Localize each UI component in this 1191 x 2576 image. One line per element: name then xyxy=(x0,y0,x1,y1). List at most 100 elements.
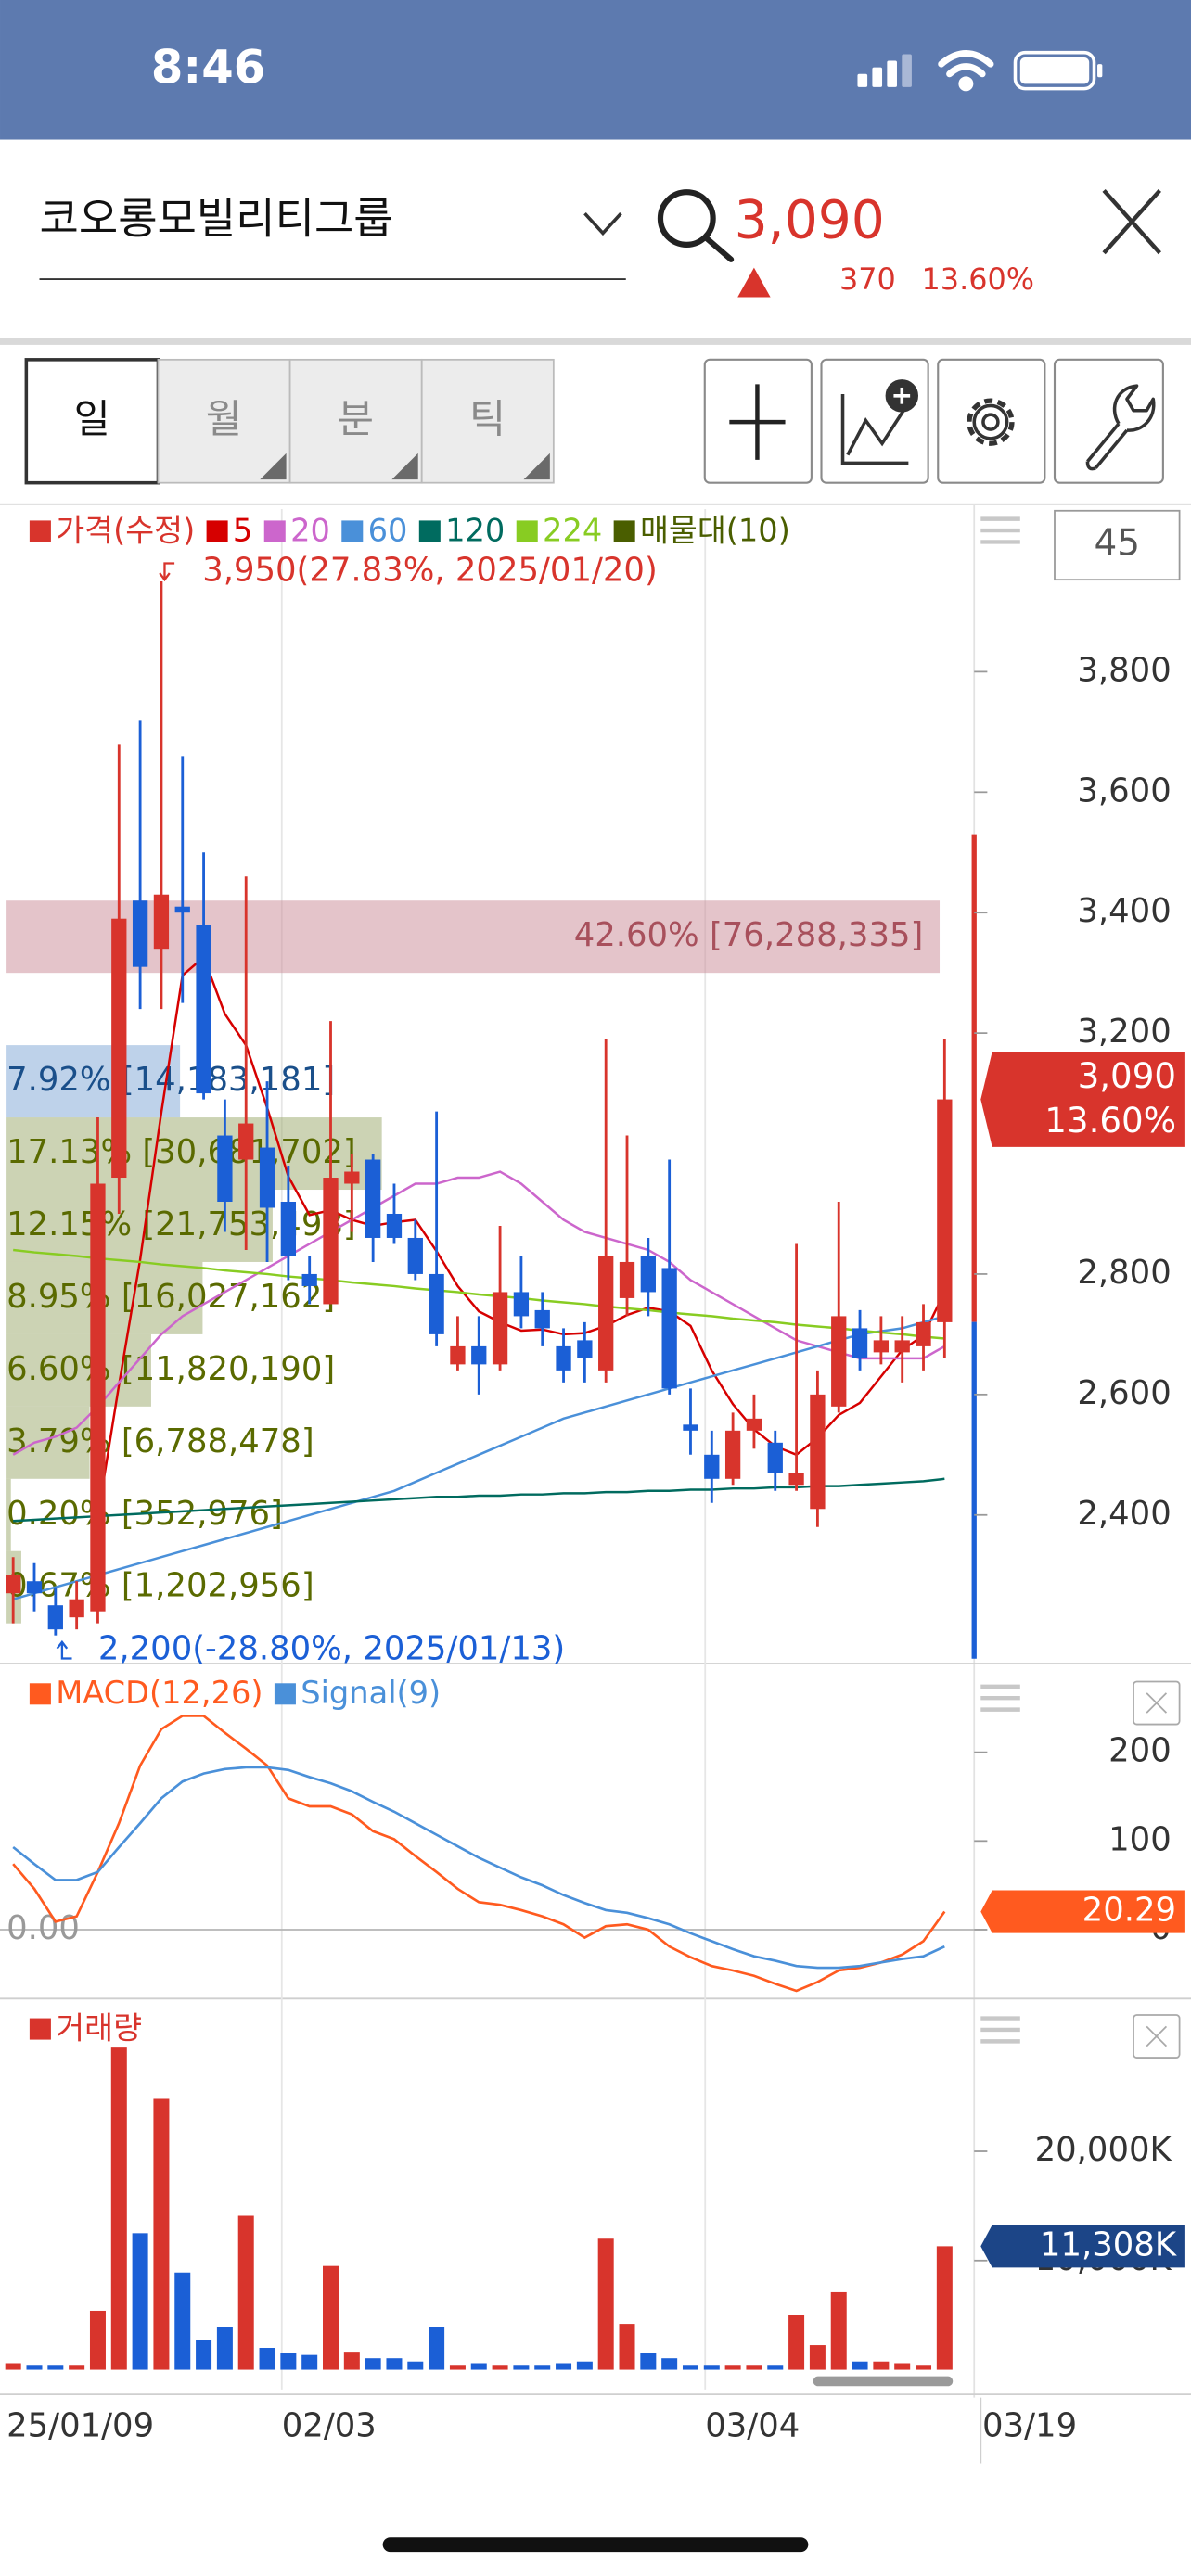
macd-panel-menu[interactable] xyxy=(980,1684,1020,1712)
y-tick-label: 200 xyxy=(1108,1732,1172,1770)
candle-body xyxy=(746,1418,762,1431)
volume-bar xyxy=(556,2363,572,2370)
battery-nub xyxy=(1097,64,1103,78)
volume-profile-label: 6.60% [11,820,190] xyxy=(6,1350,335,1388)
volume-bar xyxy=(89,2310,106,2370)
volume-bar xyxy=(470,2363,487,2370)
low-annotation: 2,200(-28.80%, 2025/01/13) xyxy=(98,1630,565,1668)
status-bar xyxy=(0,0,1191,140)
period-tab[interactable] xyxy=(24,358,160,485)
volume-profile-label: 17.13% [30,681,702] xyxy=(6,1133,356,1171)
wrench-head xyxy=(1112,384,1156,432)
price-change-rate: 13.60% xyxy=(922,261,1034,297)
y-tick-label: 3,600 xyxy=(1077,772,1171,810)
volume-bar xyxy=(830,2291,847,2370)
y-tick-label: 3,800 xyxy=(1077,651,1171,689)
volume-bar xyxy=(110,2047,127,2370)
signal-icon xyxy=(857,54,912,87)
volume-panel-menu[interactable] xyxy=(980,2016,1020,2044)
candle-body xyxy=(724,1430,741,1479)
legend-label: 가격(수정) xyxy=(56,512,195,548)
tab-corner xyxy=(260,453,287,480)
gear-teeth xyxy=(967,398,1015,446)
candle-body xyxy=(471,1345,487,1365)
period-tab[interactable] xyxy=(157,358,291,484)
candle-body xyxy=(196,925,211,1094)
tab-corner xyxy=(391,453,418,480)
legend-swatch xyxy=(613,520,635,542)
candle-body xyxy=(492,1292,508,1365)
volume-profile-bar xyxy=(6,1117,382,1191)
period-tab-label: 분 xyxy=(338,398,374,443)
wifi-icon xyxy=(938,50,994,92)
legend-swatch xyxy=(418,520,441,542)
y-tick-label: 2,600 xyxy=(1077,1374,1171,1412)
wrench-end xyxy=(1085,461,1096,471)
volume-bar xyxy=(449,2365,466,2370)
tools-button[interactable] xyxy=(1053,358,1164,484)
volume-bar xyxy=(513,2365,530,2370)
gear-hub xyxy=(981,413,1000,431)
x-tick-label: 25/01/09 xyxy=(6,2407,154,2445)
settings-button[interactable] xyxy=(937,358,1046,484)
volume-bar xyxy=(916,2365,932,2370)
candle-body xyxy=(450,1345,466,1365)
panel-menus xyxy=(980,516,1020,2044)
candle-body xyxy=(407,1237,423,1274)
volume-profile-label: 3.79% [6,788,478] xyxy=(6,1422,314,1460)
legend-label: 60 xyxy=(368,512,408,548)
volume-bar xyxy=(259,2348,275,2370)
candle-body xyxy=(69,1599,84,1618)
period-tab[interactable] xyxy=(420,358,555,484)
close-button[interactable] xyxy=(1102,188,1161,255)
battery-level xyxy=(1019,57,1090,84)
wrench-handle xyxy=(1086,422,1129,469)
legend-label: MACD(12,26) xyxy=(56,1675,263,1711)
volume-bar xyxy=(5,2363,21,2370)
panel-close-buttons xyxy=(1133,1680,1181,2059)
candle-body xyxy=(916,1321,931,1346)
stock-name[interactable]: 코오롱모빌리티그룹 xyxy=(40,194,393,244)
volume-bar xyxy=(132,2233,148,2370)
legend-swatch xyxy=(516,520,538,542)
candle-body xyxy=(937,1099,953,1322)
current-price: 3,090 xyxy=(735,189,885,250)
candle-body xyxy=(301,1273,317,1286)
moving-average-line xyxy=(96,955,946,1517)
count-label: 45 xyxy=(1095,522,1141,564)
x-tick-label: 03/04 xyxy=(705,2407,800,2445)
scrollbar[interactable] xyxy=(813,2376,954,2387)
last-change-label: 13.60% xyxy=(1044,1100,1176,1141)
volume-bar xyxy=(936,2246,953,2370)
candle-body xyxy=(619,1261,635,1298)
y-tick-label: 3,400 xyxy=(1077,892,1171,930)
period-tab[interactable] xyxy=(288,358,423,484)
candle-body xyxy=(852,1328,868,1358)
volume-bar xyxy=(196,2340,212,2370)
volume-bar xyxy=(640,2353,657,2370)
price-panel-menu[interactable] xyxy=(980,516,1020,544)
candle-body xyxy=(174,906,190,913)
up-triangle xyxy=(737,267,771,298)
volume-profile-bar xyxy=(6,1333,151,1407)
legend-label: 120 xyxy=(445,512,505,548)
candle-body xyxy=(386,1213,403,1238)
candle-body xyxy=(640,1256,656,1293)
count-box[interactable] xyxy=(1054,509,1181,581)
candle-body xyxy=(365,1159,381,1238)
price-change: 370 xyxy=(839,261,896,297)
search-icon[interactable] xyxy=(657,189,735,262)
wifi-arc xyxy=(938,50,994,68)
high-annotation: 3,950(27.83%, 2025/01/20) xyxy=(202,551,658,589)
volume-bar xyxy=(894,2363,911,2370)
battery-icon xyxy=(1013,50,1103,91)
icon-zigzag xyxy=(846,409,905,456)
candle-body xyxy=(873,1340,890,1353)
volume-profile-label: 8.95% [16,027,162] xyxy=(6,1278,335,1316)
last-value-box xyxy=(980,1890,1185,1933)
volume-bar xyxy=(873,2361,890,2370)
volume-bar xyxy=(492,2365,508,2370)
candle-body xyxy=(577,1340,593,1358)
dropdown-chevron[interactable] xyxy=(583,212,622,236)
